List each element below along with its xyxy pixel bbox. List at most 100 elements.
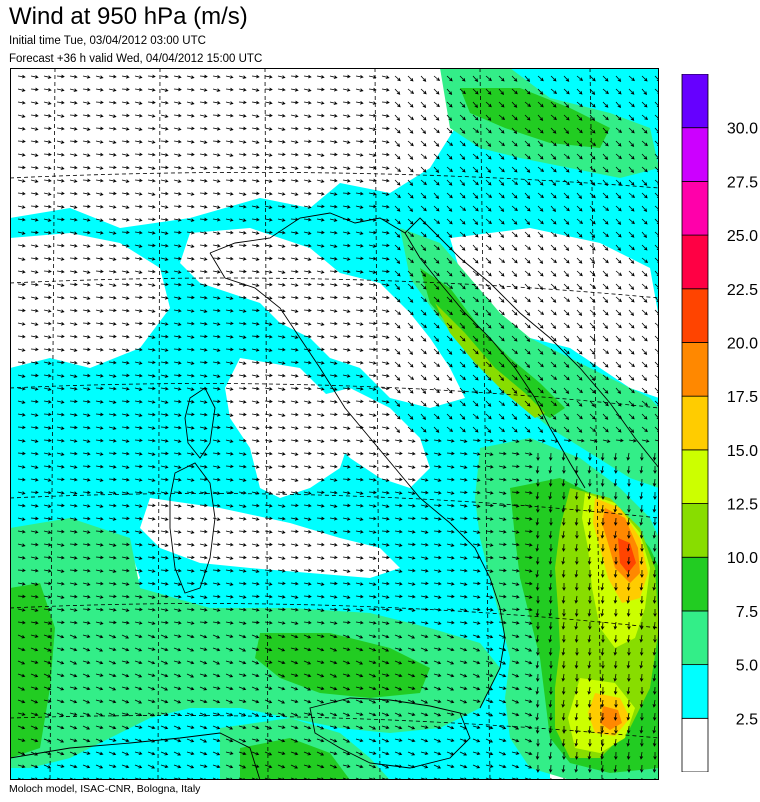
wind-arrow <box>225 712 234 717</box>
wind-arrow <box>173 699 182 704</box>
wind-arrow <box>186 101 195 105</box>
wind-arrow <box>628 413 635 420</box>
wind-arrow <box>134 230 143 235</box>
wind-arrow <box>381 452 390 456</box>
wind-arrow <box>251 738 260 742</box>
wind-arrow <box>639 725 644 734</box>
wind-arrow <box>561 621 566 630</box>
wind-arrow <box>641 400 649 407</box>
wind-arrow <box>498 75 505 82</box>
wind-arrow <box>329 230 338 235</box>
wind-arrow <box>69 113 78 118</box>
wind-arrow <box>121 451 130 456</box>
map-frame <box>10 68 659 780</box>
wind-arrow <box>199 595 208 599</box>
wind-arrow <box>433 75 441 82</box>
wind-arrow <box>562 726 566 734</box>
wind-arrow <box>43 426 52 430</box>
wind-arrow <box>561 647 566 656</box>
wind-arrow <box>407 153 414 160</box>
wind-arrow <box>561 569 566 578</box>
wind-arrow <box>173 673 182 678</box>
wind-arrow <box>524 581 533 586</box>
wind-arrow <box>626 738 631 747</box>
wind-arrow <box>381 257 390 261</box>
wind-arrow <box>587 673 592 682</box>
wind-arrow <box>574 686 579 695</box>
wind-arrow <box>537 218 544 225</box>
wind-arrow <box>613 478 618 487</box>
wind-arrow <box>160 582 169 586</box>
wind-arrow <box>43 75 52 79</box>
wind-arrow <box>342 529 351 534</box>
wind-arrow <box>407 516 416 521</box>
wind-arrow <box>498 413 505 420</box>
wind-arrow <box>368 738 377 743</box>
wind-arrow <box>329 464 338 469</box>
wind-arrow <box>600 556 605 565</box>
wind-arrow <box>459 751 468 756</box>
wind-arrow <box>186 113 195 118</box>
wind-arrow <box>147 178 156 183</box>
wind-arrow <box>587 530 592 539</box>
wind-arrow <box>186 87 195 92</box>
wind-arrow <box>160 88 169 92</box>
wind-arrow <box>574 712 579 721</box>
wind-arrow <box>342 152 351 157</box>
wind-arrow <box>225 439 234 443</box>
wind-arrow <box>485 620 494 625</box>
wind-arrow <box>537 426 544 434</box>
wind-arrow <box>628 400 635 407</box>
wind-arrow <box>615 348 622 355</box>
wind-arrow <box>199 751 208 756</box>
color-scale-legend: 2.55.07.510.012.515.017.520.022.525.027.… <box>681 74 758 772</box>
wind-arrow <box>394 438 403 443</box>
wind-arrow <box>238 660 247 665</box>
wind-arrow <box>160 100 169 105</box>
wind-arrow <box>251 179 260 183</box>
wind-arrow <box>420 438 429 443</box>
wind-arrow <box>574 660 579 669</box>
wind-arrow <box>472 296 479 303</box>
wind-arrow <box>511 686 520 691</box>
wind-arrow <box>108 374 117 378</box>
wind-arrow <box>290 699 299 704</box>
calm-area-tyrrhenian <box>225 358 350 498</box>
wind-arrow <box>186 152 195 157</box>
wind-arrow <box>251 725 260 730</box>
wind-arrow <box>264 686 273 690</box>
wind-arrow <box>56 738 65 743</box>
wind-arrow <box>407 140 414 147</box>
wind-arrow <box>485 283 492 290</box>
wind-arrow <box>277 270 286 274</box>
wind-arrow <box>613 673 618 682</box>
wind-arrow <box>212 608 221 612</box>
wind-arrow <box>368 621 377 625</box>
wind-arrow <box>394 569 403 573</box>
wind-arrow <box>433 699 442 704</box>
wind-arrow <box>485 387 492 394</box>
wind-arrow <box>173 413 182 417</box>
wind-arrow <box>459 75 466 82</box>
wind-arrow <box>368 451 377 456</box>
wind-arrow <box>459 620 468 625</box>
wind-arrow <box>459 244 466 251</box>
wind-arrow <box>446 764 455 769</box>
wind-arrow <box>355 699 364 704</box>
wind-arrow <box>602 114 609 121</box>
wind-arrow <box>433 374 440 381</box>
wind-arrow <box>537 400 544 407</box>
wind-arrow <box>134 764 143 769</box>
wind-arrow <box>160 465 169 469</box>
wind-arrow <box>613 595 618 604</box>
wind-arrow <box>574 517 579 526</box>
wind-arrow <box>535 699 540 708</box>
wind-arrow <box>212 386 221 391</box>
wind-arrow <box>368 568 377 573</box>
wind-arrow <box>238 75 247 79</box>
wind-arrow <box>535 673 540 682</box>
wind-arrow <box>95 321 104 326</box>
wind-arrow <box>563 101 570 108</box>
wind-arrow <box>17 764 26 769</box>
wind-arrow <box>56 88 65 92</box>
